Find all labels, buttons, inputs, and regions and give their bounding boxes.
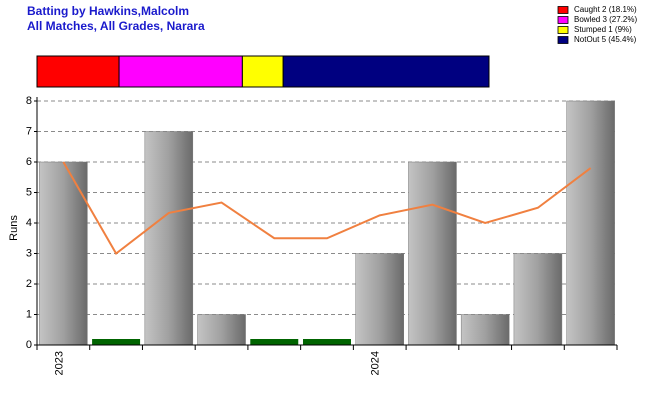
y-tick-label: 3 — [26, 247, 32, 259]
share-segment — [36, 55, 120, 88]
legend-label: NotOut 5 (45.4%) — [574, 35, 637, 44]
y-tick-label: 2 — [26, 278, 32, 290]
y-tick-label: 5 — [26, 186, 32, 198]
legend-label: Stumped 1 (9%) — [574, 25, 632, 34]
share-segment — [282, 55, 490, 88]
share-segment — [118, 55, 243, 88]
share-segment — [241, 55, 284, 88]
legend-swatch — [557, 26, 569, 34]
bar — [303, 339, 351, 345]
bar — [460, 314, 510, 346]
legend-label: Caught 2 (18.1%) — [574, 5, 637, 14]
bar — [513, 253, 563, 346]
y-tick-label: 4 — [26, 217, 32, 229]
bar — [250, 339, 299, 345]
bar — [92, 339, 141, 345]
average-line — [62, 161, 592, 255]
legend-swatch — [557, 6, 569, 14]
bar — [408, 161, 457, 346]
legend-swatch — [557, 16, 569, 24]
x-tick-label: 2023 — [53, 351, 65, 375]
chart-title: Batting by Hawkins,Malcolm — [27, 4, 189, 18]
y-axis-label: Runs — [8, 215, 20, 241]
legend-label: Bowled 3 (27.2%) — [574, 15, 637, 24]
y-tick-label: 7 — [26, 125, 32, 137]
y-tick-label: 6 — [26, 156, 32, 168]
x-tick-label: 2024 — [370, 351, 382, 375]
y-tick-label: 1 — [26, 308, 32, 320]
chart-subtitle: All Matches, All Grades, Narara — [27, 19, 205, 33]
bar — [197, 314, 246, 346]
y-tick-label: 0 — [26, 339, 32, 351]
y-tick-label: 8 — [26, 95, 32, 107]
bar — [566, 100, 615, 346]
legend-swatch — [557, 36, 569, 44]
bar — [355, 253, 404, 346]
bar — [144, 131, 194, 346]
